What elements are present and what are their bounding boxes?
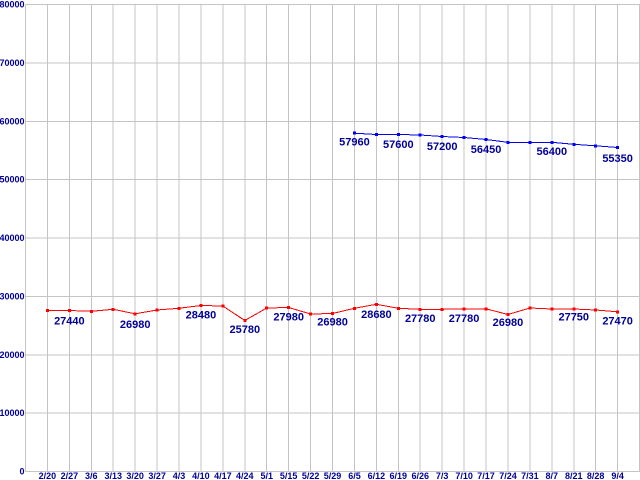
svg-text:4/17: 4/17 <box>214 471 232 480</box>
svg-text:27780: 27780 <box>449 313 480 325</box>
svg-text:5/22: 5/22 <box>302 471 320 480</box>
svg-text:6/12: 6/12 <box>368 471 386 480</box>
svg-text:8/21: 8/21 <box>565 471 583 480</box>
svg-text:3/27: 3/27 <box>148 471 166 480</box>
svg-text:8/28: 8/28 <box>587 471 605 480</box>
svg-text:30000: 30000 <box>0 291 25 301</box>
svg-text:6/19: 6/19 <box>390 471 408 480</box>
svg-text:60000: 60000 <box>0 116 25 126</box>
svg-text:27980: 27980 <box>273 312 304 324</box>
svg-text:40000: 40000 <box>0 233 25 243</box>
svg-text:4/10: 4/10 <box>192 471 210 480</box>
svg-text:26980: 26980 <box>120 319 151 331</box>
svg-text:9/4: 9/4 <box>611 471 624 480</box>
svg-text:7/17: 7/17 <box>477 471 495 480</box>
svg-text:3/13: 3/13 <box>104 471 122 480</box>
svg-text:7/24: 7/24 <box>499 471 517 480</box>
svg-text:2/27: 2/27 <box>61 471 79 480</box>
svg-text:57200: 57200 <box>427 141 458 153</box>
svg-text:55350: 55350 <box>602 153 633 165</box>
svg-text:6/26: 6/26 <box>411 471 429 480</box>
svg-text:50000: 50000 <box>0 175 25 185</box>
svg-text:10000: 10000 <box>0 408 25 418</box>
svg-text:4/24: 4/24 <box>236 471 254 480</box>
svg-text:7/31: 7/31 <box>521 471 539 480</box>
svg-text:57960: 57960 <box>339 137 370 149</box>
svg-text:27440: 27440 <box>54 315 85 327</box>
svg-text:26980: 26980 <box>493 317 524 329</box>
svg-text:28680: 28680 <box>361 309 392 321</box>
svg-text:57600: 57600 <box>383 139 414 151</box>
svg-text:80000: 80000 <box>0 0 25 10</box>
svg-text:27750: 27750 <box>558 312 589 324</box>
svg-text:2/20: 2/20 <box>39 471 57 480</box>
svg-text:3/6: 3/6 <box>85 471 98 480</box>
svg-text:27470: 27470 <box>602 315 633 327</box>
svg-text:8/7: 8/7 <box>546 471 559 480</box>
svg-text:5/1: 5/1 <box>260 471 273 480</box>
svg-text:7/3: 7/3 <box>436 471 449 480</box>
svg-text:3/20: 3/20 <box>126 471 144 480</box>
svg-text:56450: 56450 <box>471 144 502 156</box>
svg-text:28480: 28480 <box>186 310 217 322</box>
svg-text:5/29: 5/29 <box>324 471 342 480</box>
svg-text:5/15: 5/15 <box>280 471 298 480</box>
svg-text:4/3: 4/3 <box>173 471 186 480</box>
svg-text:70000: 70000 <box>0 58 25 68</box>
svg-text:26980: 26980 <box>317 317 348 329</box>
svg-text:7/10: 7/10 <box>455 471 473 480</box>
svg-text:0: 0 <box>19 467 24 477</box>
svg-text:56400: 56400 <box>537 146 568 158</box>
svg-text:6/5: 6/5 <box>348 471 361 480</box>
svg-text:27780: 27780 <box>405 313 436 325</box>
svg-text:25780: 25780 <box>230 324 261 336</box>
svg-text:20000: 20000 <box>0 350 25 360</box>
